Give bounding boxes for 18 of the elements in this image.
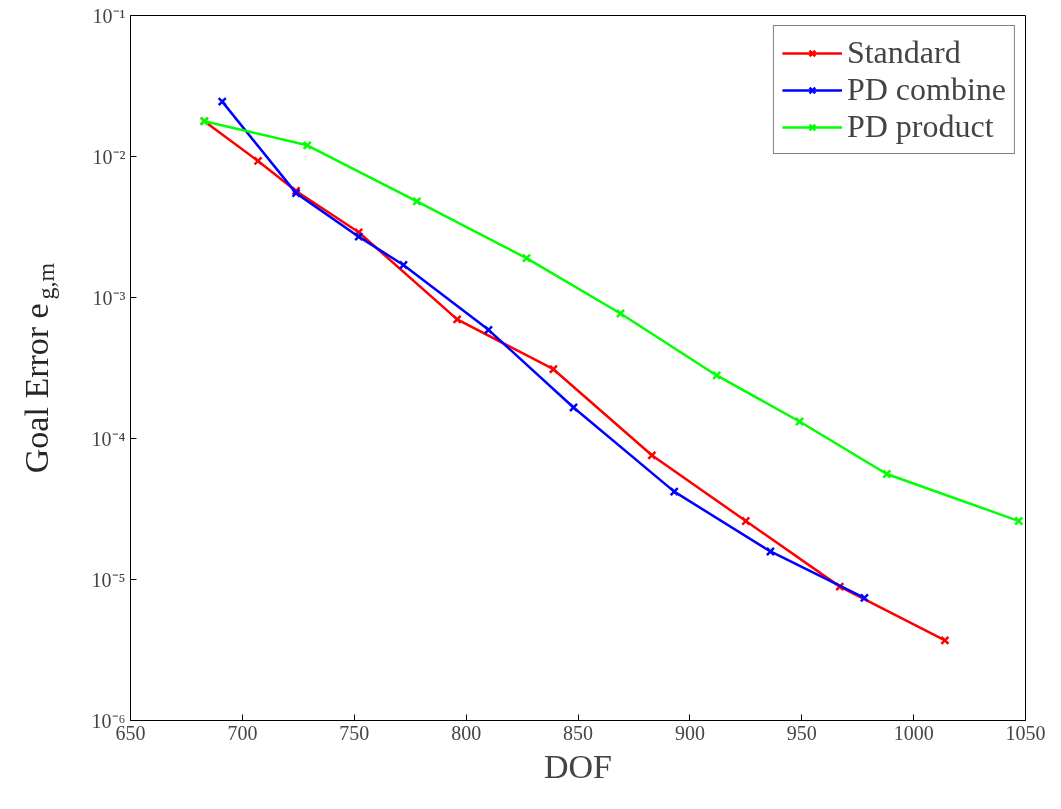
y-axis-title: Goal Error eg,m xyxy=(18,262,59,474)
x-tick-label: 950 xyxy=(786,721,817,744)
legend-label: PD product xyxy=(846,108,994,145)
y-tick-label: 10⁻³ xyxy=(92,286,126,309)
y-tick-label: 10⁻¹ xyxy=(92,4,126,27)
x-axis-title: DOF xyxy=(543,747,613,785)
y-tick-label: 10⁻² xyxy=(92,145,126,168)
x-tick-label: 1050 xyxy=(1005,721,1046,744)
x-tick-label: 1000 xyxy=(893,721,934,744)
legend-label: PD combine xyxy=(846,71,1006,108)
legend-label: Standard xyxy=(846,34,961,71)
x-tick-label: 700 xyxy=(227,721,258,744)
x-tick-label: 800 xyxy=(451,721,482,744)
x-tick-label: 900 xyxy=(674,721,705,744)
y-tick-label: 10⁻⁵ xyxy=(91,568,126,591)
y-tick-label: 10⁻⁴ xyxy=(91,427,126,450)
x-tick-label: 750 xyxy=(339,721,370,744)
x-tick-label: 850 xyxy=(563,721,593,744)
